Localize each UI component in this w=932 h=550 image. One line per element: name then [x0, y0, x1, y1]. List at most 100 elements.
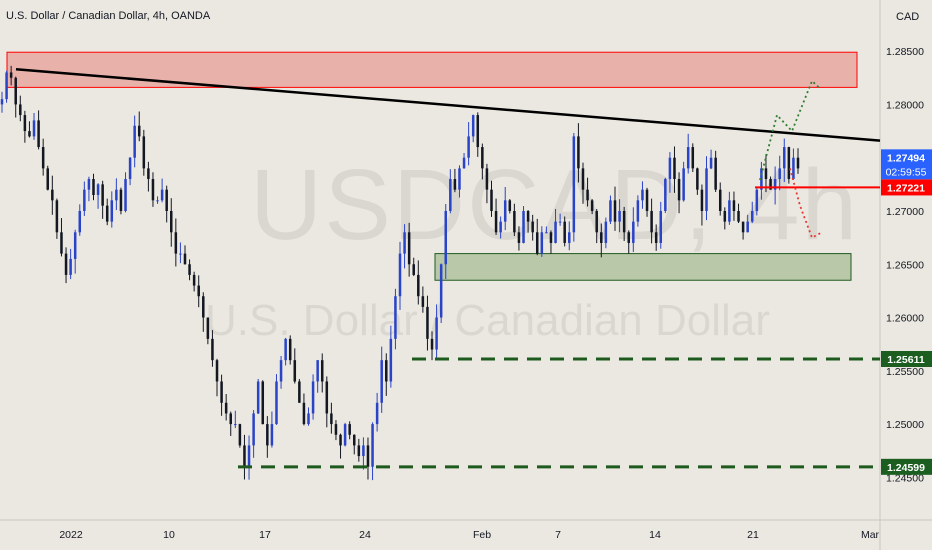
green-level-label-1-bg: [881, 350, 932, 367]
candle-body: [627, 232, 630, 243]
candle-body: [380, 360, 383, 403]
candle-body: [636, 200, 640, 222]
candle-body: [696, 168, 699, 190]
chart-title: U.S. Dollar / Canadian Dollar, 4h, OANDA: [6, 10, 211, 22]
x-tick-label: 21: [747, 529, 759, 541]
candle-body: [293, 360, 297, 382]
candle-body: [128, 157, 132, 180]
candle-body: [170, 210, 173, 233]
candle-body: [174, 232, 178, 254]
x-tick-label: 14: [649, 529, 661, 541]
candle-body: [600, 232, 603, 243]
candle-body: [224, 402, 228, 414]
descending-trendline: [15, 68, 881, 142]
candle-body: [375, 402, 379, 425]
candle-body: [28, 131, 31, 137]
y-tick-label: 1.24500: [886, 472, 924, 484]
candle-body: [202, 296, 205, 318]
candle-body: [760, 168, 763, 190]
candle-body: [371, 424, 374, 467]
candle-body: [403, 232, 406, 254]
candle-body: [119, 189, 123, 211]
candle-body: [298, 381, 301, 403]
candle-body: [664, 179, 667, 211]
candle-body: [9, 72, 13, 78]
candle-body: [348, 424, 351, 435]
candle-body: [362, 445, 365, 457]
candle-body: [705, 168, 708, 211]
candle-body: [357, 445, 361, 457]
candle-body: [540, 232, 544, 254]
candle-body: [449, 179, 452, 211]
candle-body: [307, 413, 310, 425]
candle-body: [718, 189, 722, 211]
candle-body: [215, 360, 219, 382]
candle-body: [796, 157, 800, 169]
candle-body: [142, 136, 146, 169]
last-price-label-bg: [881, 149, 932, 180]
candle-body: [558, 221, 562, 223]
candle-body: [728, 200, 731, 222]
candle-body: [302, 402, 306, 425]
candle-body: [73, 232, 77, 259]
candle-body: [453, 179, 457, 190]
candle-body: [5, 72, 8, 100]
candle-body: [517, 232, 521, 243]
candle-body: [60, 232, 63, 254]
candle-body: [444, 210, 448, 265]
candle-body: [339, 434, 342, 446]
candle-body: [266, 424, 269, 446]
candle-body: [206, 317, 210, 339]
candle-body: [572, 136, 576, 233]
candle-body: [577, 136, 580, 169]
candle-body: [110, 200, 114, 222]
candle-body: [124, 179, 127, 211]
candle-body: [586, 189, 589, 201]
candle-body: [549, 232, 553, 243]
candle-body: [435, 317, 438, 350]
red-level-label: 1.27221: [887, 182, 925, 194]
y-tick-label: 1.26000: [886, 313, 924, 325]
candle-body: [622, 210, 626, 233]
candle-body: [645, 189, 649, 211]
candle-body: [46, 168, 50, 190]
candle-body: [238, 424, 242, 446]
y-tick-label: 1.26500: [886, 259, 924, 271]
candle-body: [654, 232, 658, 243]
y-tick-label: 1.28000: [886, 99, 924, 111]
candle-body: [485, 168, 489, 190]
candle-body: [229, 413, 232, 425]
candle-body: [439, 264, 443, 318]
candle-body: [778, 168, 781, 180]
candle-body: [421, 296, 425, 307]
candle-body: [426, 306, 429, 339]
candle-body: [188, 264, 191, 275]
candle-body: [311, 381, 315, 414]
resistance-zone: [6, 51, 858, 88]
candle-body: [78, 210, 82, 233]
candle-body: [723, 210, 727, 222]
x-tick-label: 7: [555, 529, 561, 541]
candle-body: [385, 360, 388, 382]
candle-body: [261, 381, 265, 425]
candle-body: [151, 179, 155, 201]
candle-body: [270, 424, 274, 446]
candle-body: [398, 253, 402, 297]
y-tick-label: 1.25000: [886, 419, 924, 431]
candle-body: [673, 157, 676, 180]
candle-body: [156, 200, 159, 202]
candle-body: [330, 413, 333, 425]
candle-body: [37, 120, 40, 148]
x-tick-label: Feb: [473, 529, 491, 541]
y-tick-label: 1.28500: [886, 46, 924, 58]
candle-body: [535, 232, 539, 254]
candle-body: [732, 200, 736, 211]
candle-body: [55, 200, 59, 233]
candle-body: [51, 189, 54, 201]
candle-body: [160, 189, 164, 201]
candle-body: [458, 168, 461, 190]
red-level-label-bg: [881, 179, 932, 196]
candle-body: [531, 221, 534, 233]
candle-body: [19, 104, 22, 116]
